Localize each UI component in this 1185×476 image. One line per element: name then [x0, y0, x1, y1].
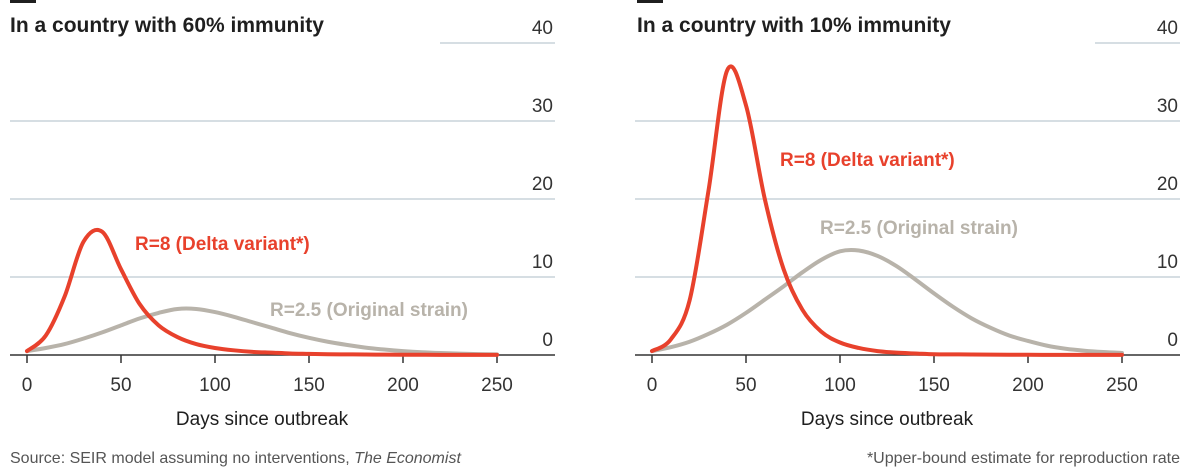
series-line [25, 306, 499, 357]
series-label: R=8 (Delta variant*) [135, 234, 310, 255]
x-tick-label: 200 [387, 375, 419, 396]
y-tick-label: 10 [532, 252, 553, 273]
series-label: R=8 (Delta variant*) [780, 150, 955, 171]
series-line [25, 227, 499, 357]
x-tick-label: 150 [918, 375, 950, 396]
source-publication: The Economist [354, 450, 461, 467]
series-label: R=2.5 (Original strain) [270, 300, 468, 321]
y-tick-label: 20 [532, 174, 553, 195]
title-marker [637, 0, 663, 3]
y-tick-label: 0 [1167, 330, 1178, 351]
x-tick-label: 0 [22, 375, 33, 396]
source-text: Source: SEIR model assuming no intervent… [10, 450, 354, 467]
y-tick-label: 30 [1157, 96, 1178, 117]
x-tick-label: 250 [1106, 375, 1138, 396]
series-line [650, 247, 1124, 355]
x-tick-label: 100 [199, 375, 231, 396]
source-note: Source: SEIR model assuming no intervent… [10, 450, 461, 467]
y-tick-label: 10 [1157, 252, 1178, 273]
x-tick-label: 150 [293, 375, 325, 396]
y-tick-label: 0 [542, 330, 553, 351]
y-tick-label: 40 [1157, 18, 1178, 39]
y-tick-label: 30 [532, 96, 553, 117]
x-tick-label: 200 [1012, 375, 1044, 396]
x-tick-label: 250 [481, 375, 513, 396]
x-tick-label: 50 [110, 375, 131, 396]
series-line [650, 64, 1124, 357]
footnote: *Upper-bound estimate for reproduction r… [867, 450, 1180, 467]
series-label: R=2.5 (Original strain) [820, 218, 1018, 239]
chart-title: In a country with 10% immunity [637, 14, 951, 37]
chart-title: In a country with 60% immunity [10, 14, 324, 37]
x-axis-label: Days since outbreak [801, 409, 974, 430]
x-tick-label: 0 [647, 375, 658, 396]
y-tick-label: 40 [532, 18, 553, 39]
title-marker [10, 0, 36, 3]
y-tick-label: 20 [1157, 174, 1178, 195]
x-tick-label: 100 [824, 375, 856, 396]
x-axis-label: Days since outbreak [176, 409, 349, 430]
x-tick-label: 50 [735, 375, 756, 396]
